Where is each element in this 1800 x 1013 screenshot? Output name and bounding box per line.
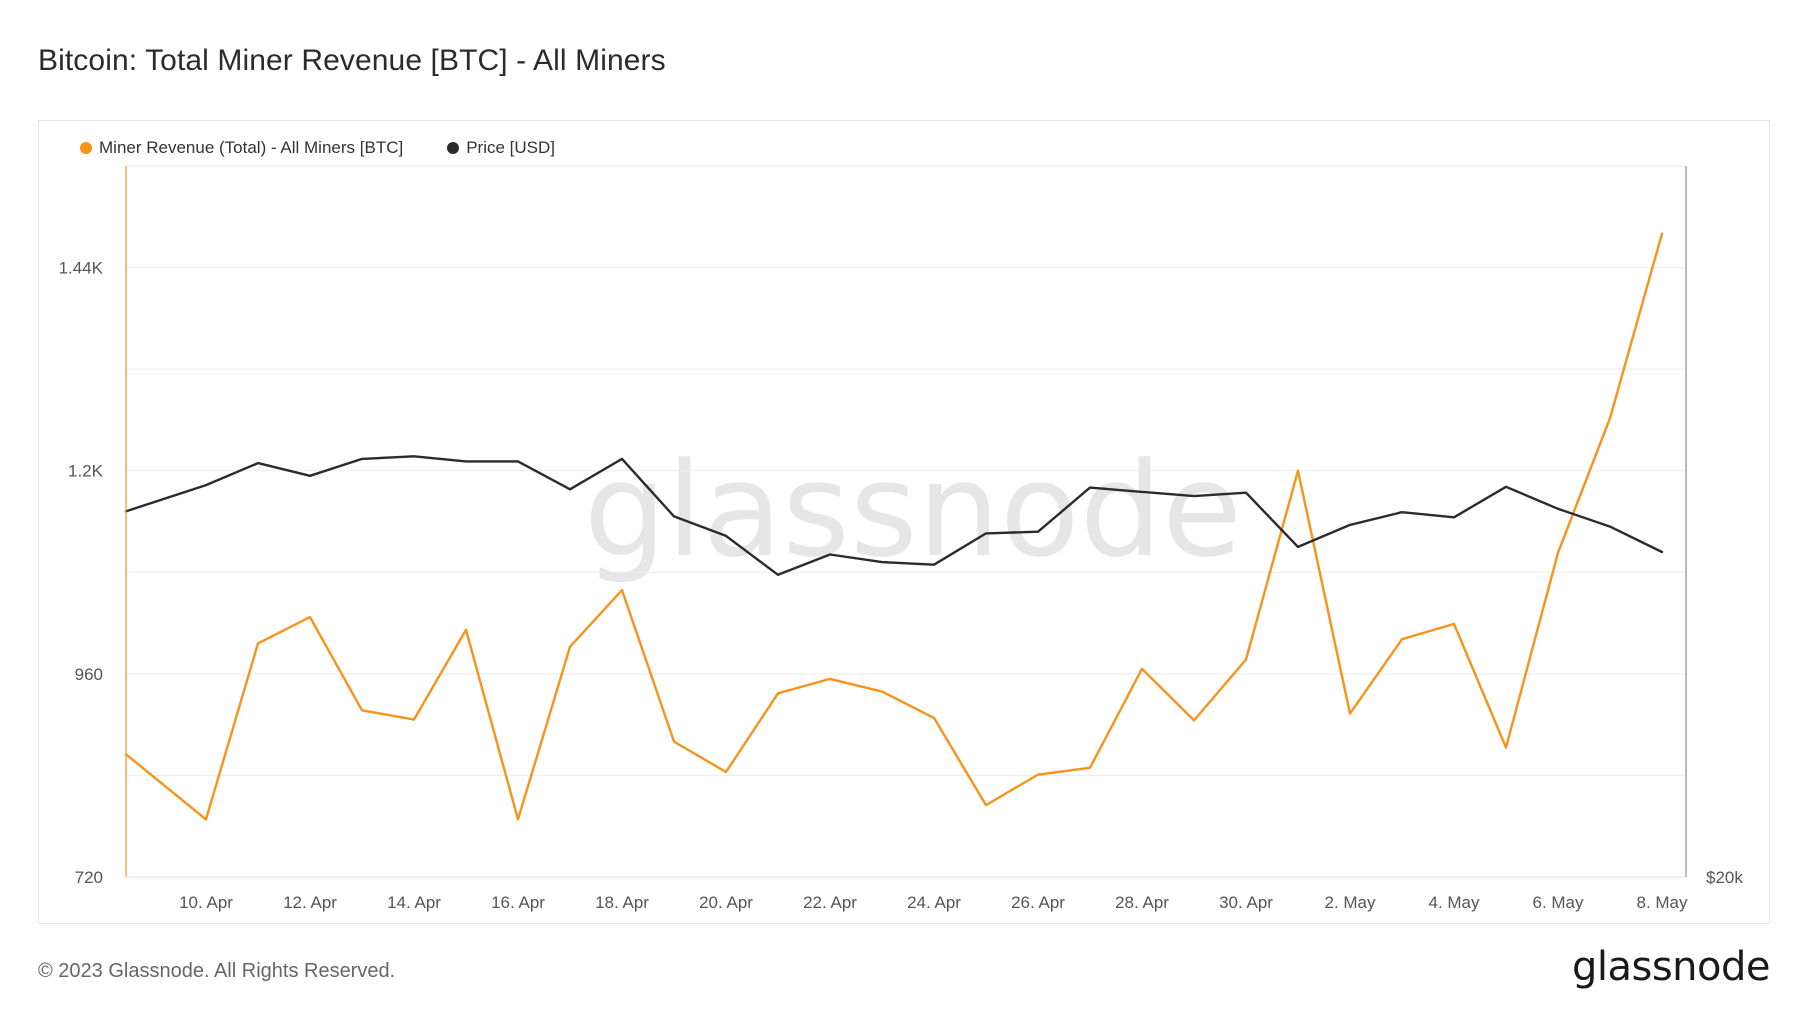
chart-legend: Miner Revenue (Total) - All Miners [BTC]…: [80, 138, 555, 158]
x-tick-label: 18. Apr: [595, 893, 649, 912]
x-tick-label: 26. Apr: [1011, 893, 1065, 912]
grid-lines: [126, 165, 1686, 776]
legend-item-price[interactable]: Price [USD]: [447, 138, 555, 158]
x-tick-label: 12. Apr: [283, 893, 337, 912]
x-tick-label: 14. Apr: [387, 893, 441, 912]
legend-dot-revenue: [80, 142, 92, 154]
x-tick-label: 16. Apr: [491, 893, 545, 912]
legend-label-price: Price [USD]: [466, 138, 555, 157]
glassnode-logo: glassnode: [1571, 944, 1771, 990]
x-tick-label: 30. Apr: [1219, 893, 1273, 912]
y-right-tick-label: $20k: [1706, 868, 1743, 887]
legend-item-revenue[interactable]: Miner Revenue (Total) - All Miners [BTC]: [80, 138, 403, 158]
axes: 720 960 1.2K 1.44K $20k 10. Apr 12. Apr 14. Apr…: [59, 166, 1743, 912]
series-lines: [124, 232, 1664, 821]
x-tick-label: 22. Apr: [803, 893, 857, 912]
x-tick-label: 10. Apr: [179, 893, 233, 912]
y-tick-label: 720: [75, 868, 103, 887]
x-tick-label: 28. Apr: [1115, 893, 1169, 912]
legend-dot-price: [447, 142, 460, 154]
x-tick-label: 8. May: [1636, 893, 1688, 912]
series-line-price: [124, 455, 1664, 576]
x-tick-label: 6. May: [1532, 893, 1584, 912]
footer-copyright: © 2023 Glassnode. All Rights Reserved.: [38, 960, 396, 982]
x-tick-label: 24. Apr: [907, 893, 961, 912]
chart-frame: [38, 120, 1770, 924]
x-tick-label: 20. Apr: [699, 893, 753, 912]
series-line-revenue: [124, 232, 1664, 821]
legend-label-revenue: Miner Revenue (Total) - All Miners [BTC]: [99, 138, 404, 157]
page-title: Bitcoin: Total Miner Revenue [BTC] - All…: [38, 44, 666, 77]
y-tick-label: 1.2K: [68, 462, 104, 481]
x-tick-label: 2. May: [1324, 893, 1376, 912]
x-tick-label: 4. May: [1428, 893, 1480, 912]
y-tick-label: 1.44K: [59, 259, 104, 278]
y-tick-label: 960: [75, 665, 103, 684]
watermark-text: glassnode: [584, 434, 1242, 586]
